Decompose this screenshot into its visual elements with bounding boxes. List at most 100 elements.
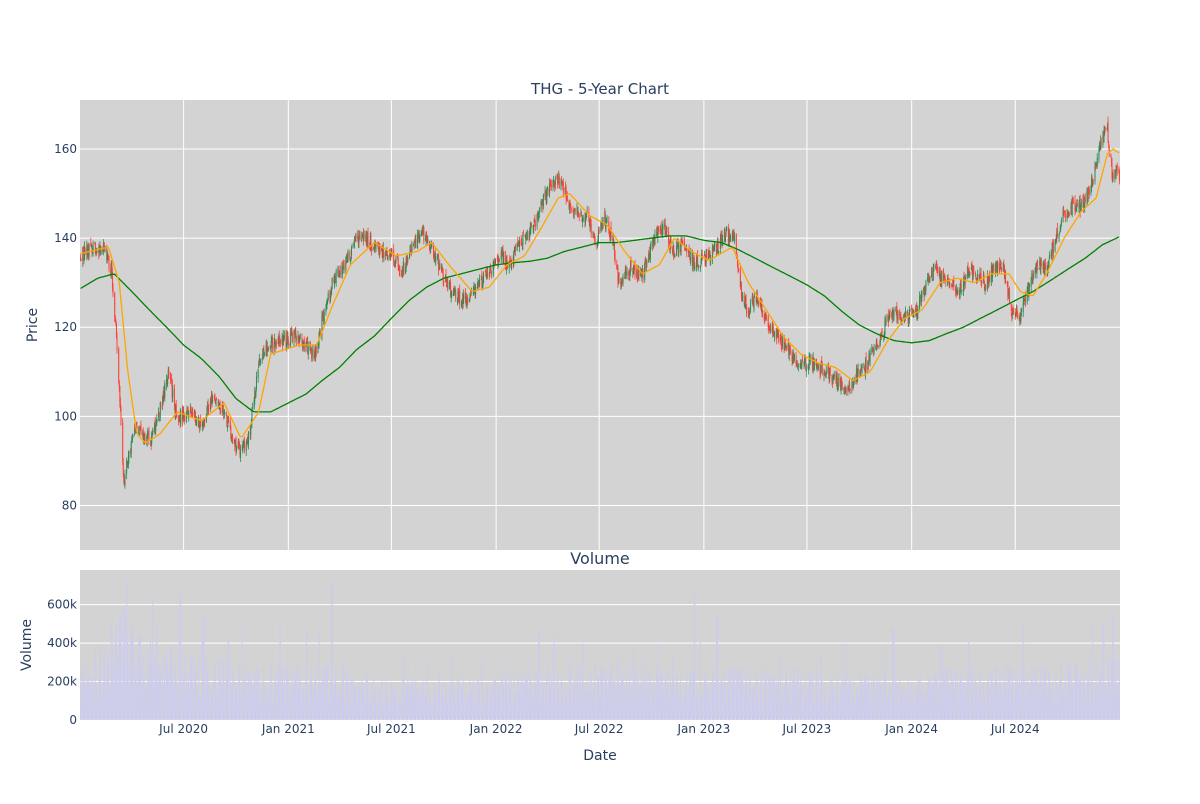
- volume-bar: [768, 691, 770, 720]
- candle-body-up: [629, 269, 631, 277]
- x-axis-label: Date: [583, 748, 616, 764]
- volume-bar: [295, 676, 297, 720]
- volume-bar: [1064, 674, 1066, 720]
- volume-bar: [426, 660, 428, 720]
- volume-bar: [114, 663, 116, 720]
- candle-body-down: [366, 235, 368, 246]
- volume-bar: [337, 687, 339, 720]
- candle-body-up: [290, 330, 292, 333]
- candle-body-down: [807, 365, 809, 369]
- candle-body-down: [379, 247, 381, 253]
- volume-bar: [1100, 670, 1102, 720]
- candle-body-up: [421, 229, 423, 234]
- candle-body-down: [869, 355, 871, 361]
- candle-body-down: [578, 215, 580, 218]
- candle-body-up: [920, 295, 922, 302]
- candle-body-up: [435, 256, 437, 262]
- volume-bar: [604, 672, 606, 720]
- candle-body-up: [281, 337, 283, 344]
- volume-bar: [758, 702, 759, 720]
- candle-body-up: [892, 312, 894, 314]
- volume-bar: [996, 676, 997, 720]
- candle-body-up: [853, 381, 855, 385]
- candle-body-down: [963, 277, 965, 279]
- volume-bar: [473, 698, 475, 720]
- candle-body-up: [793, 354, 795, 360]
- candle-body-down: [779, 337, 781, 342]
- volume-bar: [1106, 693, 1108, 720]
- candle-body-up: [549, 182, 551, 193]
- candle-body-down: [301, 337, 303, 344]
- candle-body-down: [263, 349, 265, 354]
- volume-bar: [665, 668, 667, 720]
- volume-bar: [594, 702, 596, 720]
- volume-bar: [262, 705, 264, 720]
- volume-bar: [994, 669, 996, 720]
- candle-body-up: [908, 309, 910, 321]
- volume-bar: [640, 655, 642, 720]
- candle-body-down: [604, 214, 606, 226]
- volume-bar: [596, 697, 598, 720]
- volume-bar: [877, 682, 878, 720]
- volume-bar: [1054, 701, 1056, 720]
- volume-bar: [589, 703, 590, 720]
- volume-bar: [445, 684, 446, 720]
- candle-body-down: [407, 258, 409, 260]
- candle-body-up: [665, 234, 667, 235]
- volume-bar: [350, 675, 352, 720]
- volume-bar: [252, 694, 253, 720]
- candle-body-down: [406, 255, 408, 263]
- candle-body-up: [236, 446, 238, 451]
- volume-bar: [809, 693, 811, 720]
- volume-bar: [597, 679, 599, 720]
- candle-body-down: [333, 279, 335, 283]
- price-y-tick-label: 140: [54, 231, 77, 245]
- candle-body-down: [112, 284, 114, 295]
- candle-body-up: [327, 299, 329, 301]
- candle-body-down: [158, 412, 160, 418]
- volume-bar: [916, 692, 918, 720]
- volume-bar: [813, 702, 815, 720]
- candle-body-down: [160, 405, 162, 407]
- volume-bar: [967, 700, 969, 720]
- candle-body-up: [596, 242, 598, 247]
- candle-body-down: [745, 296, 747, 304]
- candle-body-up: [414, 236, 416, 244]
- volume-bar: [134, 664, 136, 720]
- volume-bar: [909, 684, 911, 720]
- candle-body-down: [588, 211, 590, 222]
- volume-bar: [123, 606, 125, 720]
- candle-body-up: [231, 435, 233, 441]
- candle-body-down: [1071, 204, 1073, 215]
- volume-bar: [286, 675, 288, 720]
- volume-bar: [1033, 685, 1034, 720]
- volume-bar: [1037, 689, 1038, 720]
- volume-bar: [130, 629, 132, 720]
- candle-body-up: [1059, 227, 1061, 233]
- candle-body-down: [867, 363, 869, 366]
- volume-bar: [522, 684, 524, 720]
- volume-bar: [307, 698, 309, 720]
- volume-bar: [209, 702, 211, 720]
- volume-bar: [319, 694, 321, 720]
- candle-body-up: [992, 264, 994, 267]
- candle-body-down: [447, 280, 449, 291]
- volume-bar: [1051, 692, 1053, 720]
- candle-body-up: [592, 235, 594, 236]
- candle-body-down: [681, 240, 683, 243]
- volume-bar: [673, 697, 675, 720]
- candle-body-down: [418, 235, 420, 239]
- candle-body-down: [438, 256, 440, 270]
- candle-body-down: [1016, 308, 1018, 315]
- candle-body-up: [740, 283, 742, 287]
- volume-bar: [724, 701, 726, 720]
- volume-bar: [166, 651, 167, 720]
- candle-body-up: [660, 226, 662, 233]
- volume-bar: [214, 661, 216, 720]
- candle-body-down: [214, 399, 216, 404]
- volume-bar: [448, 695, 450, 720]
- volume-bar: [91, 702, 93, 720]
- candle-body-up: [449, 283, 451, 285]
- candle-body-down: [693, 257, 695, 267]
- candle-body-down: [88, 246, 90, 256]
